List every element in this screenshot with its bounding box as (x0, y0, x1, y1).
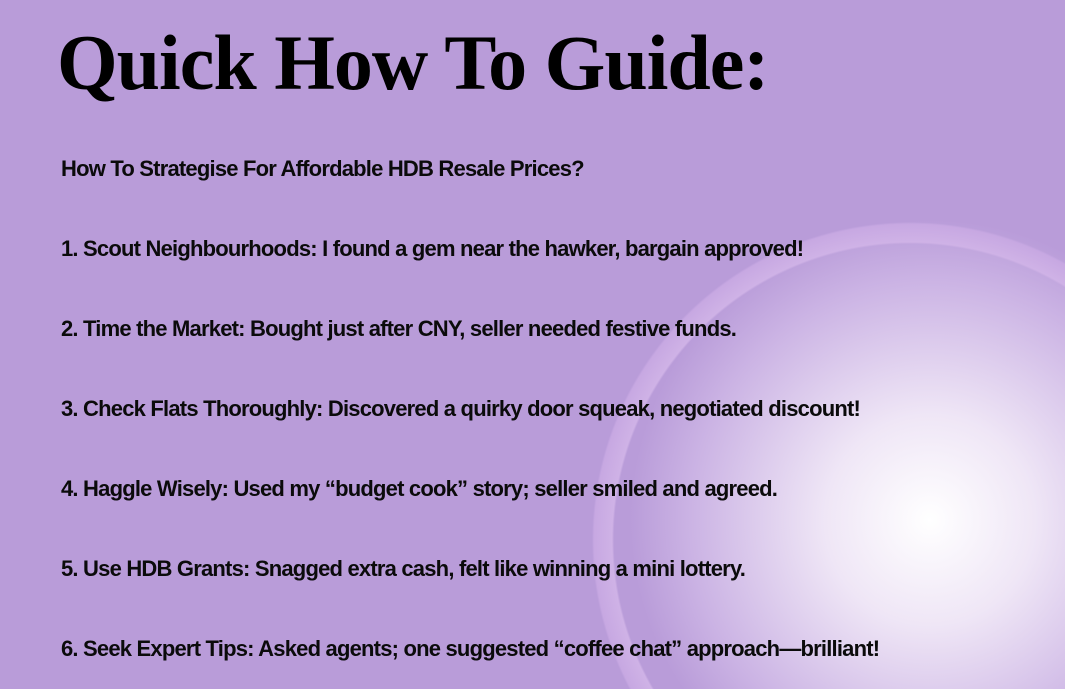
list-item: 2. Time the Market: Bought just after CN… (61, 316, 737, 341)
guide-subtitle: How To Strategise For Affordable HDB Res… (61, 156, 585, 181)
list-item: 4. Haggle Wisely: Used my “budget cook” … (61, 476, 778, 501)
list-item: 1. Scout Neighbourhoods: I found a gem n… (61, 236, 804, 261)
list-item: 5. Use HDB Grants: Snagged extra cash, f… (61, 556, 746, 581)
page-title: Quick How To Guide: (57, 19, 769, 106)
list-item: 6. Seek Expert Tips: Asked agents; one s… (61, 636, 880, 661)
list-item: 3. Check Flats Thoroughly: Discovered a … (61, 396, 861, 421)
